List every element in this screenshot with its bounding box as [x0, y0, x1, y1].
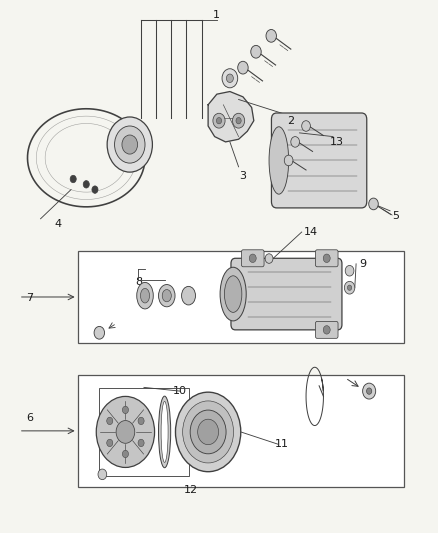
Circle shape — [122, 135, 138, 154]
Text: 6: 6 — [26, 413, 33, 423]
Ellipse shape — [159, 396, 171, 468]
Circle shape — [122, 450, 128, 458]
Text: 11: 11 — [275, 439, 289, 449]
Circle shape — [302, 120, 311, 131]
Circle shape — [284, 155, 293, 166]
Ellipse shape — [137, 282, 153, 309]
Ellipse shape — [161, 401, 168, 463]
Circle shape — [249, 254, 256, 263]
Circle shape — [233, 114, 245, 128]
Circle shape — [291, 136, 300, 147]
Circle shape — [323, 326, 330, 334]
Circle shape — [226, 74, 233, 83]
FancyBboxPatch shape — [241, 250, 264, 266]
Text: 1: 1 — [213, 10, 220, 20]
Circle shape — [190, 410, 226, 454]
Circle shape — [344, 281, 355, 294]
Text: 3: 3 — [240, 172, 247, 181]
Circle shape — [122, 406, 128, 414]
Ellipse shape — [220, 267, 246, 321]
FancyBboxPatch shape — [231, 259, 342, 330]
Circle shape — [94, 326, 105, 339]
Polygon shape — [208, 92, 254, 142]
Circle shape — [115, 126, 145, 163]
Circle shape — [369, 198, 378, 210]
Ellipse shape — [182, 286, 195, 305]
Circle shape — [216, 117, 222, 124]
Circle shape — [323, 254, 330, 263]
Text: 4: 4 — [54, 219, 61, 229]
Ellipse shape — [269, 127, 289, 194]
Bar — [78, 251, 404, 343]
Circle shape — [98, 469, 107, 480]
Bar — [99, 389, 188, 476]
Text: 14: 14 — [304, 227, 318, 237]
Circle shape — [213, 114, 225, 128]
Circle shape — [222, 69, 238, 88]
Circle shape — [236, 117, 241, 124]
Circle shape — [70, 175, 76, 183]
Text: 9: 9 — [359, 259, 366, 269]
Circle shape — [176, 392, 241, 472]
Circle shape — [266, 29, 276, 42]
Text: 8: 8 — [135, 277, 142, 287]
FancyBboxPatch shape — [272, 113, 367, 208]
Ellipse shape — [159, 285, 175, 307]
Circle shape — [138, 439, 144, 447]
Circle shape — [251, 45, 261, 58]
Circle shape — [107, 439, 113, 447]
Circle shape — [347, 285, 352, 290]
Circle shape — [116, 421, 135, 443]
Circle shape — [367, 388, 372, 394]
Text: 12: 12 — [184, 485, 198, 495]
Circle shape — [83, 181, 89, 188]
Text: 7: 7 — [26, 293, 33, 303]
Circle shape — [92, 186, 98, 193]
Circle shape — [183, 401, 233, 463]
Text: 5: 5 — [392, 211, 399, 221]
Ellipse shape — [162, 289, 171, 302]
Text: 13: 13 — [329, 137, 343, 147]
Text: 2: 2 — [287, 116, 294, 126]
Ellipse shape — [224, 276, 242, 312]
Circle shape — [198, 419, 219, 445]
Circle shape — [345, 265, 354, 276]
Circle shape — [96, 397, 155, 467]
Circle shape — [363, 383, 376, 399]
FancyBboxPatch shape — [315, 250, 338, 266]
Circle shape — [238, 61, 248, 74]
Circle shape — [265, 254, 273, 263]
Bar — [78, 375, 404, 487]
Circle shape — [138, 417, 144, 425]
Circle shape — [107, 117, 152, 172]
Text: 10: 10 — [173, 386, 187, 396]
Circle shape — [107, 417, 113, 425]
FancyBboxPatch shape — [315, 321, 338, 338]
Ellipse shape — [141, 288, 149, 303]
